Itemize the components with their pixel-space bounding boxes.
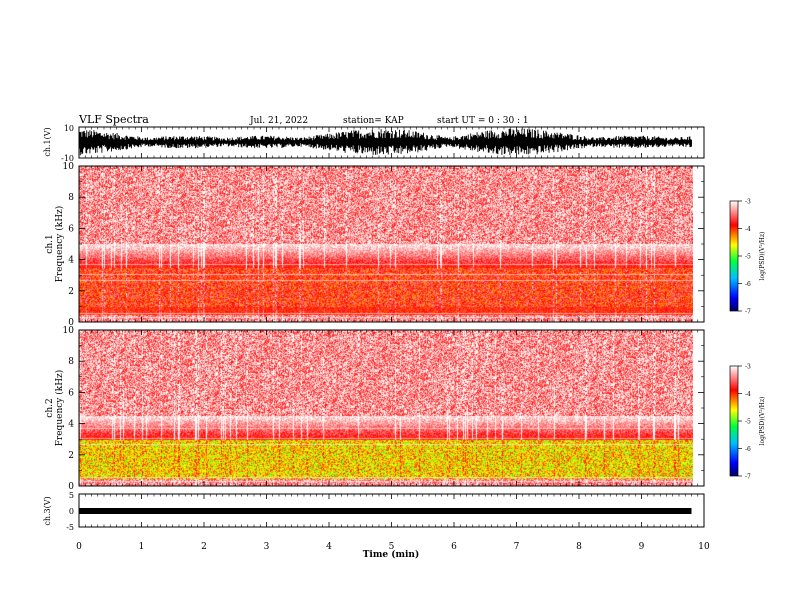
ch1-waveform-ylabel: ch.1(V) (43, 127, 52, 156)
ch1-ytick-top: 10 (64, 124, 74, 133)
ch1-spectrogram-image (79, 166, 693, 322)
ch3-waveform-panel: 5 0 -5 ch.3(V) (43, 491, 705, 532)
frequency-tick-label: 2 (68, 287, 74, 297)
ch1-waveform-panel: 10 -10 ch.1(V) (43, 124, 705, 163)
figure-title: VLF Spectra (78, 113, 149, 126)
station-label: station= KAP (343, 116, 404, 126)
ch1-ytick-bottom: -10 (61, 154, 74, 163)
time-axis-tick-label: 0 (76, 542, 82, 552)
time-axis-tick-label: 9 (639, 542, 645, 552)
colorbar-tick-label: -5 (745, 419, 751, 426)
ch2-colorbar-ticks: -3 -4 -5 -6 -7 (738, 364, 751, 481)
frequency-tick-label: 8 (68, 357, 74, 367)
ch1-colorbar-gradient (729, 200, 739, 312)
frequency-tick-label: 8 (68, 193, 74, 203)
colorbar-tick-label: -6 (745, 446, 751, 453)
time-axis-tick-label: 3 (264, 542, 270, 552)
colorbar-tick-label: -3 (745, 199, 751, 206)
ch3-ytick-bottom: -5 (66, 523, 74, 532)
time-axis-tick-label: 5 (389, 542, 395, 552)
frequency-tick-label: 0 (68, 482, 74, 492)
time-axis-tick-label: 7 (514, 542, 520, 552)
ch2-spectrogram-ylabel-frequency: Frequency (kHz) (54, 370, 65, 447)
ch3-ytick-middle: 0 (69, 507, 74, 516)
ch3-waveform-trace (79, 508, 692, 514)
frequency-tick-label: 2 (68, 451, 74, 461)
time-axis-tick-label: 4 (326, 542, 332, 552)
colorbar-tick-label: -7 (745, 474, 751, 481)
ch2-spectrogram-image (79, 330, 693, 486)
ch1-spectrogram-panel: ch.1 Frequency (kHz) 0 2 4 6 8 10 (45, 162, 705, 328)
time-axis: 0 1 2 3 4 5 6 7 8 9 10 (76, 127, 710, 552)
ch1-colorbar: -3 -4 -5 -6 -7 log(PSD)(V²/Hz) (729, 199, 766, 316)
ch2-spectrogram-panel: ch.2 Frequency (kHz) 0 2 4 6 8 10 (45, 326, 705, 492)
colorbar-tick-label: -4 (745, 226, 751, 233)
frequency-tick-label: 10 (63, 326, 75, 336)
ch1-colorbar-ticks: -3 -4 -5 -6 -7 (738, 199, 751, 316)
time-axis-tick-label: 1 (139, 542, 145, 552)
frequency-tick-label: 4 (68, 420, 74, 430)
frequency-tick-label: 0 (68, 318, 74, 328)
ch3-waveform-ylabel: ch.3(V) (43, 496, 52, 525)
date-label: Jul. 21, 2022 (249, 116, 308, 126)
time-axis-tick-label: 6 (451, 542, 457, 552)
time-axis-tick-label: 2 (201, 542, 207, 552)
ch1-colorbar-unit: log(PSD)(V²/Hz) (759, 232, 766, 281)
ch1-spectrogram-yticks: 0 2 4 6 8 10 (63, 162, 704, 328)
ch1-waveform-line (79, 128, 692, 156)
colorbar-tick-label: -7 (745, 309, 751, 316)
colorbar-tick-label: -5 (745, 254, 751, 261)
ch1-spectrogram-ylabel-channel: ch.1 (45, 234, 55, 253)
colorbar-tick-label: -3 (745, 364, 751, 371)
colorbar-tick-label: -6 (745, 281, 751, 288)
ch2-colorbar: -3 -4 -5 -6 -7 log(PSD)(V²/Hz) (729, 364, 766, 481)
frequency-tick-label: 4 (68, 256, 74, 266)
ch3-ytick-top: 5 (69, 491, 74, 500)
frequency-tick-label: 6 (68, 388, 74, 398)
frequency-tick-label: 10 (63, 162, 75, 172)
ch2-spectrogram-ylabel-channel: ch.2 (45, 398, 55, 417)
ch2-colorbar-unit: log(PSD)(V²/Hz) (759, 397, 766, 446)
ch2-spectrogram-yticks: 0 2 4 6 8 10 (63, 326, 704, 492)
time-axis-label: Time (min) (363, 549, 420, 560)
ch2-colorbar-gradient (729, 365, 739, 477)
time-axis-tick-label: 8 (576, 542, 582, 552)
start-time-label: start UT = 0 : 30 : 1 (437, 116, 529, 126)
time-axis-tick-label: 10 (698, 542, 710, 552)
ch1-spectrogram-ylabel-frequency: Frequency (kHz) (54, 206, 65, 283)
frequency-tick-label: 6 (68, 224, 74, 234)
colorbar-tick-label: -4 (745, 391, 751, 398)
ch1-waveform-trace (79, 128, 692, 156)
